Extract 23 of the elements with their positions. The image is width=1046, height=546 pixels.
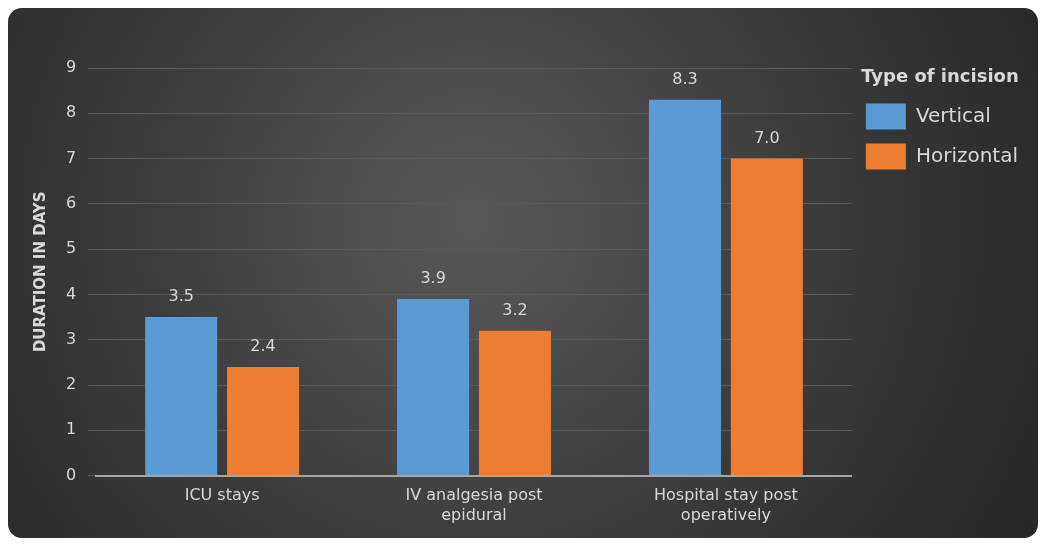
- data-label: 8.3: [672, 68, 698, 88]
- legend-label: Vertical: [915, 102, 991, 127]
- data-label: 3.9: [420, 268, 446, 288]
- y-tick-label: 9: [65, 57, 77, 77]
- x-tick-label: IV analgesia post epidural: [405, 485, 543, 524]
- data-label: 7.0: [754, 127, 780, 147]
- data-label: 3.5: [168, 286, 194, 306]
- legend-title: Type of incision: [861, 64, 1019, 86]
- data-label: 3.2: [502, 299, 528, 319]
- x-tick-label: ICU stays: [184, 485, 260, 505]
- y-tick-label: 1: [65, 419, 77, 439]
- x-tick-label: Hospital stay post operatively: [653, 485, 798, 524]
- legend-label: Horizontal: [915, 142, 1019, 167]
- y-tick-label: 6: [65, 193, 77, 213]
- y-tick-label: 4: [65, 283, 77, 303]
- y-tick-label: 3: [65, 328, 77, 348]
- y-tick-label: 7: [65, 147, 77, 167]
- y-tick-label: 8: [65, 102, 77, 122]
- data-label: 2.4: [250, 336, 276, 356]
- y-tick-label: 0: [65, 464, 77, 484]
- y-tick-label: 5: [65, 238, 77, 258]
- y-axis-title: DURATION IN DAYS: [30, 191, 49, 353]
- y-tick-label: 2: [65, 374, 77, 394]
